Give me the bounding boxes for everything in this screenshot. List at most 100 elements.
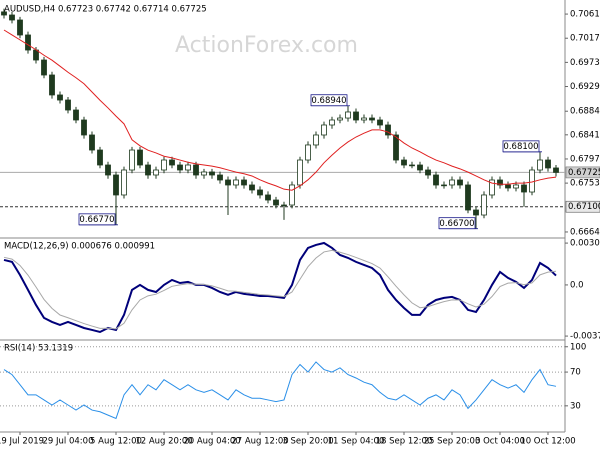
annotation-box xyxy=(438,217,476,230)
chart-title: AUDUSD,H4 0.67723 0.67742 0.67714 0.6772… xyxy=(4,5,207,15)
candle-body xyxy=(457,179,463,186)
candle-body xyxy=(393,134,399,161)
candle-body xyxy=(385,124,391,136)
candle-body xyxy=(241,179,247,186)
x-tick-label: 19 Jul 2019 xyxy=(0,437,44,447)
candle-body xyxy=(153,169,159,176)
candle-body xyxy=(289,184,295,206)
candle-body xyxy=(169,159,175,166)
candle-body xyxy=(225,179,231,186)
candle-body xyxy=(257,189,263,196)
indicator-line xyxy=(3,249,557,330)
y-tick-label: 0.0 xyxy=(570,280,584,290)
candle-body xyxy=(41,59,47,76)
candle-body xyxy=(401,159,407,166)
candle-body xyxy=(353,111,359,121)
x-tick-label: 18 Sep 12:00 xyxy=(376,437,433,447)
macd-title: MACD(12,26,9) 0.000676 0.000991 xyxy=(4,242,155,252)
candle-body xyxy=(177,164,183,171)
moving-average xyxy=(3,29,557,191)
x-tick-label: 3 Oct 04:00 xyxy=(475,437,525,447)
annotation-label: 0.66700 xyxy=(439,219,474,229)
candle-body xyxy=(145,164,151,176)
annotation-label: 0.66770 xyxy=(79,215,114,225)
candle-body xyxy=(1,11,7,16)
candle-body xyxy=(545,159,551,169)
candle-body xyxy=(49,74,55,96)
candle-body xyxy=(81,119,87,136)
y-tick-label: 100 xyxy=(570,342,586,352)
candle-body xyxy=(57,94,63,101)
candle-body xyxy=(489,179,495,196)
candle-body xyxy=(161,159,167,171)
candle-body xyxy=(377,119,383,126)
annotation-label: 0.68940 xyxy=(311,96,346,106)
candle-body xyxy=(297,159,303,186)
candle-body xyxy=(513,184,519,189)
level-label-box xyxy=(565,200,600,213)
y-tick-label: -0.003706 xyxy=(570,332,600,342)
x-tick-label: 10 Oct 12:00 xyxy=(520,437,575,447)
candle-body xyxy=(329,119,335,126)
annotation-label: 0.68100 xyxy=(503,142,538,152)
candle-body xyxy=(433,174,439,186)
candle-body xyxy=(209,171,215,176)
last-price-label: 0.67725 xyxy=(568,168,600,178)
candle-body xyxy=(337,117,343,121)
candle-body xyxy=(9,14,15,21)
candle-body xyxy=(305,144,311,161)
candle-body xyxy=(193,164,199,176)
candle-body xyxy=(497,179,503,186)
x-tick-label: 11 Sep 04:00 xyxy=(328,437,385,447)
candle-body xyxy=(505,184,511,189)
y-tick-label: 70 xyxy=(570,368,581,378)
candle-body xyxy=(273,199,279,206)
x-tick-label: 3 Sep 20:00 xyxy=(282,437,333,447)
candle-body xyxy=(321,124,327,136)
candle-body xyxy=(65,99,71,111)
watermark: ActionForex.com xyxy=(175,33,358,58)
candle-body xyxy=(233,179,239,186)
candle-body xyxy=(17,19,23,36)
candle-body xyxy=(129,149,135,171)
annotation-box xyxy=(310,94,348,107)
x-tick-label: 29 Jul 04:00 xyxy=(43,437,94,447)
candle-body xyxy=(121,169,127,196)
candle-body xyxy=(281,204,287,207)
rsi-title: RSI(14) 53.1319 xyxy=(4,344,73,354)
candle-body xyxy=(345,111,351,119)
candle-body xyxy=(25,34,31,51)
candle-body xyxy=(185,164,191,171)
annotation-box xyxy=(502,140,540,153)
level-label: 0.67100 xyxy=(568,202,600,212)
indicator-line xyxy=(3,241,557,334)
indicator-line xyxy=(3,361,557,420)
candle-body xyxy=(417,164,423,171)
annotation-box xyxy=(78,213,116,226)
candle-body xyxy=(537,159,543,171)
candle-body xyxy=(97,149,103,166)
candle-body xyxy=(249,184,255,191)
x-tick-label: 27 Aug 12:00 xyxy=(231,437,288,447)
candle-body xyxy=(425,169,431,176)
candle-body xyxy=(313,134,319,146)
candle-body xyxy=(73,109,79,121)
candle-body xyxy=(369,117,375,121)
candle-body xyxy=(473,209,479,216)
candle-body xyxy=(481,194,487,216)
candle-body xyxy=(89,134,95,151)
candle-body xyxy=(361,117,367,121)
candle-body xyxy=(113,174,119,196)
candle-body xyxy=(529,169,535,193)
candle-body xyxy=(521,184,527,193)
candle-body xyxy=(265,194,271,201)
candle-body xyxy=(449,179,455,186)
